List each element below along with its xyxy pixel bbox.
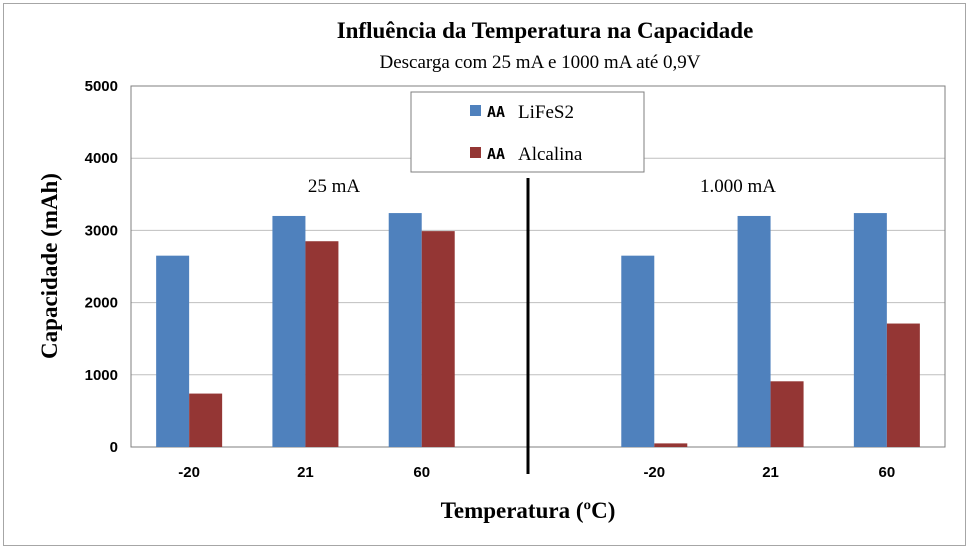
y-tick-label: 5000	[85, 78, 118, 95]
bar-lifes2-6	[853, 213, 887, 447]
legend-prefix-alcalina: AA	[487, 145, 505, 163]
x-axis-title: Temperatura (ºC)	[441, 498, 616, 523]
x-tick-label: -20	[178, 464, 200, 481]
y-tick-label: 3000	[85, 222, 118, 239]
bar-lifes2-0	[156, 255, 190, 447]
bar-lifes2-4	[621, 255, 655, 447]
y-tick-label: 1000	[85, 367, 118, 384]
bar-alcalina-5	[770, 381, 804, 447]
x-tick-label: 60	[413, 464, 430, 481]
legend-swatch-alcalina	[470, 147, 481, 158]
bar-alcalina-0	[189, 393, 223, 447]
bar-alcalina-6	[886, 323, 920, 447]
y-tick-label: 0	[110, 439, 118, 456]
x-tick-label: 21	[762, 464, 779, 481]
legend-label-alcalina: Alcalina	[518, 144, 583, 165]
chart-title: Influência da Temperatura na Capacidade	[337, 18, 754, 43]
x-tick-label: 60	[879, 464, 896, 481]
x-tick-label: -20	[643, 464, 665, 481]
legend-prefix-lifes2: AA	[487, 103, 505, 121]
legend-swatch-lifes2	[470, 105, 481, 116]
chart-subtitle: Descarga com 25 mA e 1000 mA até 0,9V	[380, 52, 701, 73]
bar-lifes2-2	[388, 213, 422, 447]
gridlines	[131, 157, 945, 376]
group-label-25ma: 25 mA	[308, 176, 361, 197]
group-label-1000ma: 1.000 mA	[700, 176, 776, 197]
x-tick-label: 21	[297, 464, 314, 481]
bar-lifes2-1	[272, 215, 306, 447]
y-tick-label: 4000	[85, 150, 118, 167]
legend: AA LiFeS2 AA Alcalina	[410, 91, 645, 173]
legend-box	[410, 91, 645, 173]
bar-alcalina-4	[654, 443, 688, 447]
plot-area	[130, 85, 946, 448]
bar-alcalina-2	[421, 231, 455, 447]
y-tick-label: 2000	[85, 295, 118, 312]
y-axis-title: Capacidade (mAh)	[37, 173, 62, 359]
legend-label-lifes2: LiFeS2	[518, 102, 574, 123]
bar-lifes2-5	[737, 215, 771, 447]
bar-alcalina-1	[305, 241, 339, 447]
y-tick-labels: 0 1000 2000 3000 4000 5000	[85, 78, 118, 456]
bars	[156, 213, 920, 447]
x-tick-labels: -20 21 60 -20 21 60	[178, 464, 895, 481]
